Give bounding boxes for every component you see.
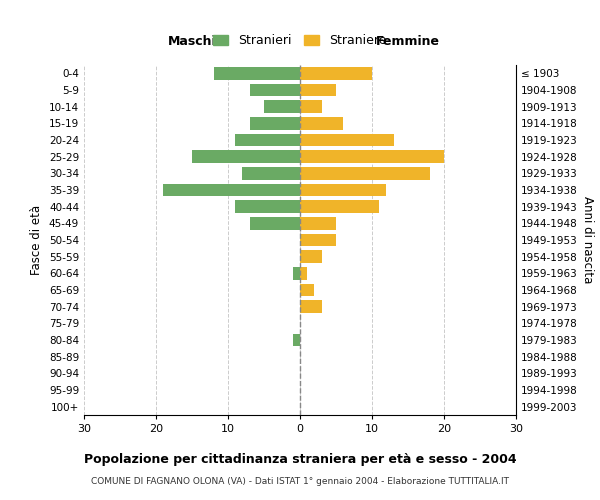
Text: COMUNE DI FAGNANO OLONA (VA) - Dati ISTAT 1° gennaio 2004 - Elaborazione TUTTITA: COMUNE DI FAGNANO OLONA (VA) - Dati ISTA… [91, 478, 509, 486]
Bar [300, 300, 322, 313]
Bar [163, 184, 300, 196]
Bar [300, 134, 394, 146]
Bar [300, 200, 379, 213]
Text: Popolazione per cittadinanza straniera per età e sesso - 2004: Popolazione per cittadinanza straniera p… [83, 452, 517, 466]
Bar [242, 167, 300, 179]
Bar [300, 84, 336, 96]
Bar [293, 334, 300, 346]
Bar [300, 217, 336, 230]
Text: Femmine: Femmine [376, 36, 440, 49]
Bar [300, 284, 314, 296]
Bar [250, 117, 300, 130]
Bar [300, 234, 336, 246]
Bar [300, 100, 322, 113]
Bar [192, 150, 300, 163]
Bar [235, 134, 300, 146]
Bar [300, 167, 430, 179]
Legend: Stranieri, Straniere: Stranieri, Straniere [208, 29, 392, 52]
Text: Maschi: Maschi [167, 36, 217, 49]
Bar [300, 184, 386, 196]
Bar [214, 67, 300, 80]
Bar [235, 200, 300, 213]
Y-axis label: Fasce di età: Fasce di età [31, 205, 43, 275]
Bar [300, 267, 307, 280]
Bar [300, 250, 322, 263]
Bar [300, 117, 343, 130]
Bar [300, 67, 372, 80]
Y-axis label: Anni di nascita: Anni di nascita [581, 196, 594, 284]
Bar [250, 217, 300, 230]
Bar [250, 84, 300, 96]
Bar [264, 100, 300, 113]
Bar [293, 267, 300, 280]
Bar [300, 150, 444, 163]
